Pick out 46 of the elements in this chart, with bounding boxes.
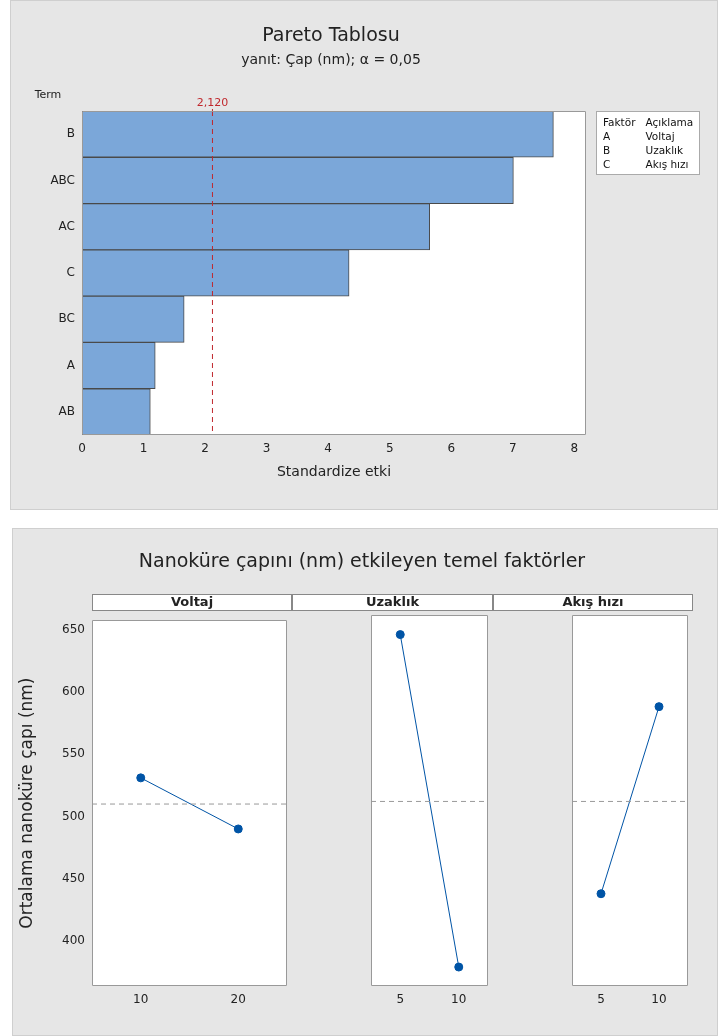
text: Açıklama	[645, 116, 694, 128]
x-tick-label: 5	[597, 992, 605, 1007]
x-tick-label: 5	[385, 441, 394, 456]
x-tick-label: 8	[570, 441, 579, 456]
chart-subtitle: Uzaklık	[292, 594, 493, 611]
y-tick-label: 650	[62, 621, 85, 636]
text: B	[603, 144, 612, 156]
x-tick-label: 4	[324, 441, 332, 456]
x-tick-label: 7	[508, 441, 517, 456]
y-tick-label: ABC	[50, 172, 75, 187]
chart-subtitle: Akış hızı	[493, 594, 693, 611]
chart-subtitle: yanıt: Çap (nm); α = 0,05	[240, 51, 422, 67]
x-tick-label: 20	[230, 992, 246, 1007]
x-tick-label: 10	[133, 992, 149, 1007]
text: Uzaklık	[645, 144, 685, 156]
y-tick-label: 550	[62, 746, 85, 761]
ref-line-label: 2,120	[196, 96, 229, 110]
text: Akış hızı	[645, 158, 690, 170]
text: Voltaj	[645, 130, 676, 142]
y-tick-label: 450	[62, 870, 85, 885]
y-tick-label: 600	[62, 683, 85, 698]
y-tick-label: BC	[58, 311, 75, 326]
text: Faktör	[603, 116, 636, 128]
x-tick-label: 10	[651, 992, 667, 1007]
x-tick-label: 3	[262, 441, 271, 456]
y-tick-label: 400	[62, 933, 85, 948]
y-tick-label: AB	[58, 403, 75, 418]
y-tick-label: C	[66, 265, 75, 280]
text: A	[603, 130, 612, 142]
y-axis-title: Term	[33, 88, 62, 102]
y-axis-title: Ortalama nanoküre çapı (nm)	[15, 677, 36, 929]
x-tick-label: 0	[78, 441, 86, 456]
chart-title: Pareto Tablosu	[261, 23, 401, 45]
text: C	[603, 158, 612, 170]
x-axis-title: Standardize etki	[276, 463, 392, 480]
chart-subtitle: Voltaj	[92, 594, 292, 611]
y-tick-label: B	[66, 126, 75, 141]
x-tick-label: 6	[447, 441, 456, 456]
x-tick-label: 1	[139, 441, 148, 456]
x-tick-label: 5	[396, 992, 405, 1007]
y-tick-label: A	[66, 357, 76, 372]
y-tick-label: AC	[58, 218, 75, 233]
y-tick-label: 500	[62, 808, 85, 823]
text: Nanoküre çapını (nm) etkileyen temel faktörler	[137, 549, 587, 571]
x-tick-label: 10	[451, 992, 467, 1007]
x-tick-label: 2	[201, 441, 209, 456]
